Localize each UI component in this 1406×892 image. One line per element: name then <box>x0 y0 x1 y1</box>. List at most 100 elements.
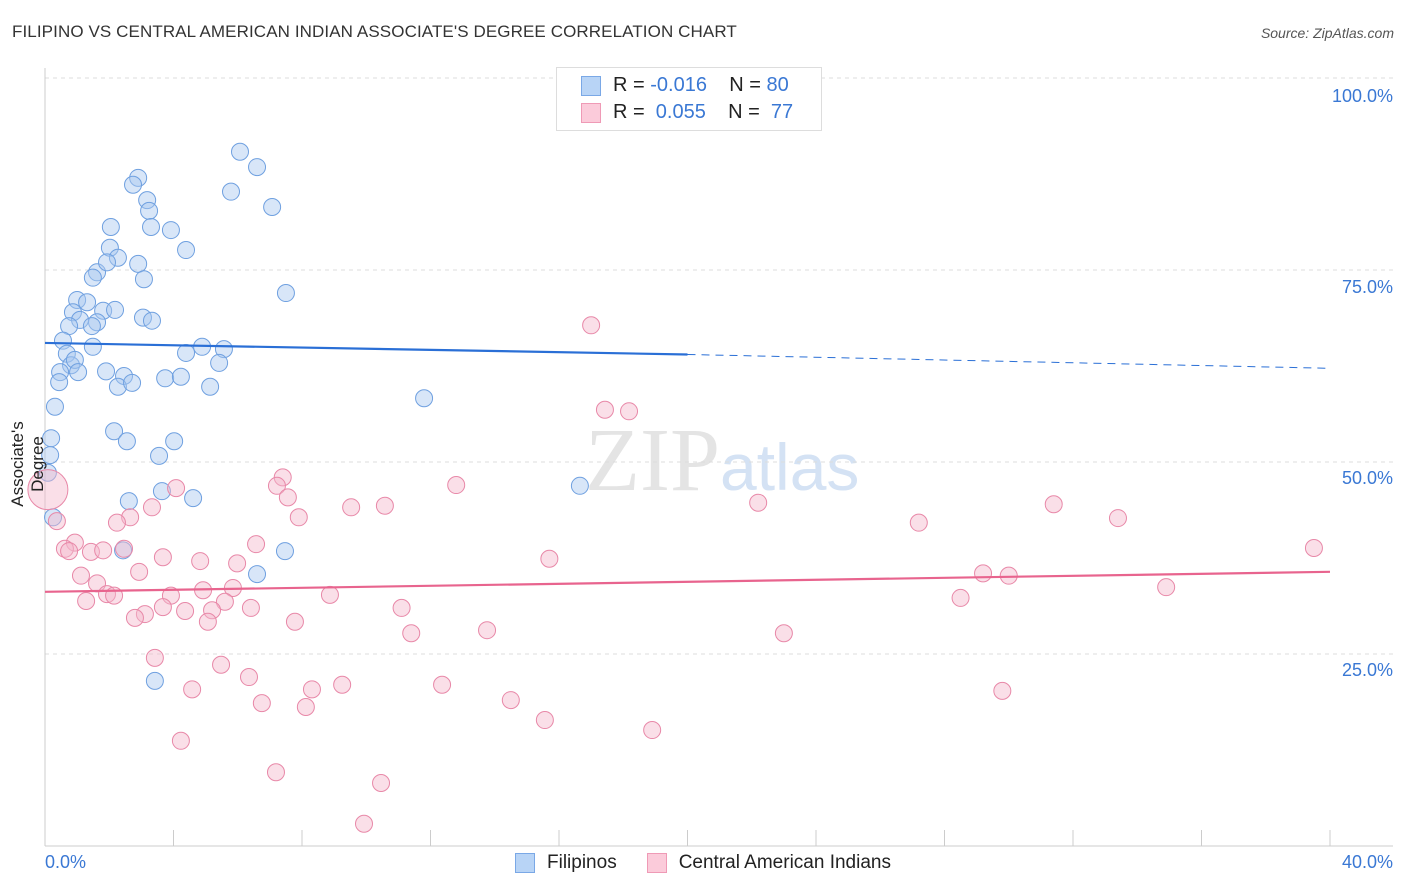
blue-data-point <box>83 268 102 287</box>
blue-data-point <box>63 303 82 322</box>
blue-data-point <box>570 476 589 495</box>
pink-data-point <box>142 498 161 517</box>
y-tick-50: 50.0% <box>1341 468 1393 488</box>
n-label: N = <box>728 101 760 123</box>
blue-swatch <box>581 75 601 96</box>
pink-data-point <box>296 697 315 716</box>
pink-data-point <box>951 588 970 607</box>
n-label: N = <box>729 74 761 96</box>
blue-data-point <box>184 489 203 508</box>
pink-data-point <box>94 541 113 560</box>
pink-data-point <box>212 655 231 674</box>
pink-data-point <box>130 562 149 581</box>
r-label: R = <box>613 74 645 96</box>
r-value: -0.016 <box>650 74 707 96</box>
chart-title: FILIPINO VS CENTRAL AMERICAN INDIAN ASSO… <box>12 22 737 41</box>
blue-data-point <box>108 248 127 267</box>
watermark-atlas: atlas <box>720 430 859 504</box>
x-tick-min: 0.0% <box>45 852 87 872</box>
legend-row-central-american-indians: R = 0.055 N = 77 <box>581 101 793 124</box>
pink-data-point <box>540 549 559 568</box>
blue-data-point <box>263 198 282 217</box>
blue-data-point <box>117 432 136 451</box>
blue-data-point <box>97 362 116 381</box>
blue-data-point <box>140 201 159 220</box>
pink-data-point <box>198 612 217 631</box>
blue-data-point <box>38 463 57 482</box>
pink-data-point <box>71 566 90 585</box>
watermark-zip: ZIP <box>585 411 720 510</box>
pink-swatch <box>581 102 601 123</box>
blue-data-point <box>98 253 117 272</box>
pink-data-point <box>582 316 601 335</box>
blue-data-point <box>248 158 267 177</box>
series-legend: Filipinos Central American Indians <box>0 852 1406 874</box>
filipinos-trend-extrapolation <box>687 353 1331 369</box>
pink-data-point <box>974 564 993 583</box>
blue-data-point <box>50 373 69 392</box>
pink-data-point <box>60 542 79 561</box>
pink-data-point <box>320 585 339 604</box>
pink-data-point <box>392 598 411 617</box>
pink-data-point <box>909 513 928 532</box>
blue-data-point <box>177 241 196 260</box>
pink-data-point <box>191 552 210 571</box>
pink-data-point <box>145 648 164 667</box>
pink-data-point <box>1304 539 1323 558</box>
blue-data-point <box>145 671 164 690</box>
blue-data-point <box>165 432 184 451</box>
blue-data-point <box>45 397 64 416</box>
pink-data-point <box>215 592 234 611</box>
y-tick-75: 75.0% <box>1341 277 1393 297</box>
blue-data-point <box>69 363 88 382</box>
legend-item-filipinos: Filipinos <box>515 852 617 874</box>
blue-data-point <box>222 182 241 201</box>
pink-data-point <box>267 476 286 495</box>
pink-data-point <box>27 469 69 511</box>
pink-data-point <box>372 774 391 793</box>
blue-data-point <box>124 175 143 194</box>
pink-data-point <box>153 598 172 617</box>
pink-data-point <box>478 621 497 640</box>
pink-swatch <box>646 853 667 873</box>
pink-data-point <box>302 680 321 699</box>
pink-data-point <box>125 608 144 627</box>
pink-data-point <box>535 711 554 730</box>
blue-data-point <box>41 446 60 465</box>
pink-data-point <box>171 731 190 750</box>
n-value: 77 <box>765 101 794 123</box>
pink-data-point <box>278 488 297 507</box>
pink-data-point <box>107 513 126 532</box>
legend-row-filipinos: R = -0.016 N = 80 <box>581 74 789 97</box>
blue-data-point <box>177 343 196 362</box>
blue-data-point <box>82 317 101 336</box>
blue-data-point <box>150 446 169 465</box>
blue-data-point <box>210 353 229 372</box>
pink-data-point <box>355 814 374 833</box>
blue-data-point <box>230 142 249 161</box>
pink-data-point <box>643 721 662 740</box>
correlation-legend: R = -0.016 N = 80 R = 0.055 N = 77 <box>556 67 822 131</box>
legend-label: Filipinos <box>547 852 617 873</box>
pink-data-point <box>285 612 304 631</box>
blue-data-point <box>101 217 120 236</box>
filipinos-trend-line <box>44 341 688 356</box>
blue-data-point <box>106 300 125 319</box>
blue-data-point <box>142 311 161 330</box>
blue-data-point <box>119 492 138 511</box>
blue-data-point <box>78 293 97 312</box>
blue-data-point <box>171 367 190 386</box>
pink-data-point <box>203 601 222 620</box>
pink-data-point <box>77 592 96 611</box>
pink-data-point <box>241 598 260 617</box>
pink-data-point <box>228 554 247 573</box>
x-tick-max: 40.0% <box>1341 852 1393 872</box>
blue-data-point <box>134 270 153 289</box>
pink-data-point <box>433 675 452 694</box>
blue-data-point <box>276 284 295 303</box>
pink-data-point <box>749 493 768 512</box>
pink-data-point <box>266 763 285 782</box>
pink-data-point <box>47 512 66 531</box>
pink-data-point <box>333 675 352 694</box>
blue-data-point <box>129 254 148 273</box>
